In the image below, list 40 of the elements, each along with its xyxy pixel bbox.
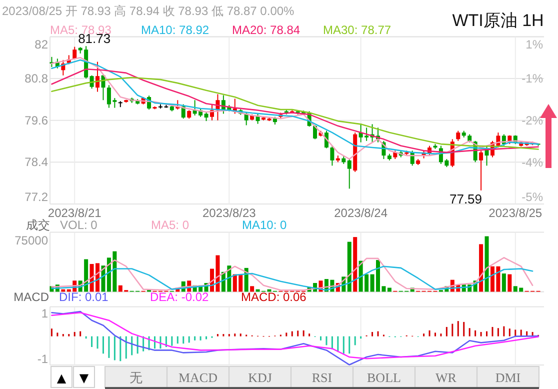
chart-title: MACD	[14, 290, 50, 304]
y2-tick-label: -1%	[522, 72, 544, 86]
category-label: BOLL	[367, 370, 402, 385]
y-tick-label: 1	[41, 306, 48, 321]
y-tick-label: 79.6	[24, 113, 48, 128]
legend: MA10: 78.92	[141, 23, 210, 37]
x-tick-label: 2023/8/24	[334, 206, 388, 220]
x-tick-label: 2023/8/23	[202, 206, 256, 220]
category-label: DMI	[495, 370, 521, 385]
legend: DIF: 0.01	[59, 290, 108, 304]
y-tick-label: 75000	[14, 233, 48, 248]
x-tick-label: 2023/8/25	[488, 206, 542, 220]
y2-tick-label: -4%	[522, 155, 544, 170]
legend: DEA: -0.02	[150, 290, 209, 304]
legend: MA10: 0	[242, 218, 287, 232]
category-label: ▼	[79, 371, 90, 385]
chart-title: WTI原油 1H	[452, 11, 544, 30]
y2-tick-label: 1%	[526, 38, 544, 52]
legend: MA20: 78.84	[232, 23, 300, 37]
category-label: RSI	[312, 370, 332, 385]
category-label: ▲	[56, 371, 67, 385]
legend: VOL: 0	[60, 218, 98, 232]
y-tick-label: 80.8	[24, 72, 48, 86]
category-label: KDJ	[248, 370, 272, 385]
legend: MA30: 78.77	[323, 23, 392, 37]
y-tick-label: 82	[34, 38, 48, 52]
y2-tick-label: -5%	[522, 190, 544, 204]
category-label: WR	[436, 370, 457, 385]
annotation: 77.59	[449, 191, 482, 206]
y-tick-label: -1	[37, 352, 48, 366]
text: 2023/08/25 开 78.93 高 78.94 收 78.93 低 78.87 0.00%	[2, 4, 295, 18]
category-label: 无	[130, 370, 142, 385]
x-tick-label: 2023/8/21	[48, 206, 102, 220]
category-label: MACD	[178, 370, 218, 385]
legend: MACD: 0.06	[241, 290, 306, 304]
legend: MA5: 0	[151, 218, 190, 232]
chart-title: 成交	[26, 218, 50, 232]
y2-tick-label: -2%	[522, 113, 544, 128]
y-tick-label: 78.4	[24, 155, 48, 170]
y-tick-label: 77.2	[24, 190, 48, 204]
